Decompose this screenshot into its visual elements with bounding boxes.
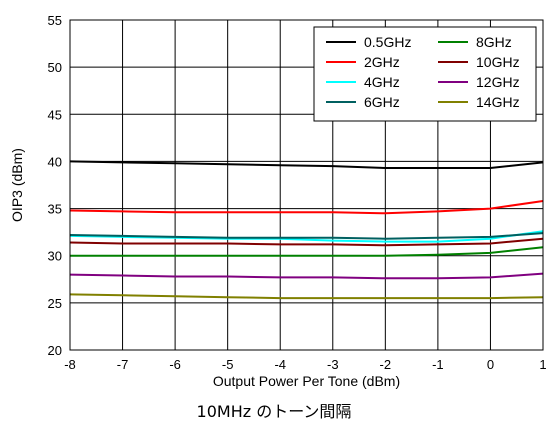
tick-labels: -8 -7 -6 -5 -4 -3 -2 -1 0 1 20 25 30 35 40 45 50 55 xyxy=(48,13,547,372)
x-tick-label: -6 xyxy=(169,357,181,372)
x-tick-label: -7 xyxy=(117,357,129,372)
series-line-6GHz xyxy=(69,232,544,240)
x-tick-label: -3 xyxy=(327,357,339,372)
y-tick-label: 40 xyxy=(48,154,62,169)
legend-label: 12GHz xyxy=(476,74,520,90)
legend-label: 2GHz xyxy=(364,54,400,70)
oip3-chart: -8 -7 -6 -5 -4 -3 -2 -1 0 1 20 25 30 35 40 45 50 55 OIP3 … xyxy=(9,13,547,389)
chart-caption: 10MHz のトーン間隔 xyxy=(196,402,352,421)
series-lines xyxy=(69,160,544,300)
x-tick-label: -5 xyxy=(222,357,234,372)
legend-label: 8GHz xyxy=(476,34,512,50)
series-line-14GHz xyxy=(69,293,544,300)
series-line-0.5GHz xyxy=(69,160,544,169)
y-tick-label: 30 xyxy=(48,249,62,264)
plot-frame xyxy=(69,19,544,351)
legend-label: 0.5GHz xyxy=(364,34,411,50)
y-tick-label: 50 xyxy=(48,60,62,75)
x-tick-label: 0 xyxy=(487,357,494,372)
x-tick-label: -2 xyxy=(380,357,392,372)
series-line-10GHz xyxy=(69,237,544,247)
y-tick-label: 45 xyxy=(48,107,62,122)
x-tick-label: 1 xyxy=(539,357,546,372)
x-tick-label: -1 xyxy=(432,357,444,372)
legend-label: 10GHz xyxy=(476,54,520,70)
y-tick-label: 55 xyxy=(48,13,62,28)
series-line-12GHz xyxy=(69,272,544,280)
y-tick-label: 25 xyxy=(48,296,62,311)
x-tick-label: -4 xyxy=(274,357,286,372)
series-line-8GHz xyxy=(70,246,544,257)
x-tick-label: -8 xyxy=(64,357,76,372)
y-tick-label: 20 xyxy=(48,343,62,358)
legend-label: 14GHz xyxy=(476,94,520,110)
series-line-2GHz xyxy=(69,200,544,215)
legend-label: 6GHz xyxy=(364,94,400,110)
y-tick-label: 35 xyxy=(48,202,62,217)
y-axis-label: OIP3 (dBm) xyxy=(9,148,25,222)
legend: 0.5GHz 2GHz 4GHz 6GHz 8GHz 10GHz 12GHz 14GHz xyxy=(313,26,537,122)
legend-label: 4GHz xyxy=(364,74,400,90)
x-axis-label: Output Power Per Tone (dBm) xyxy=(213,373,400,389)
